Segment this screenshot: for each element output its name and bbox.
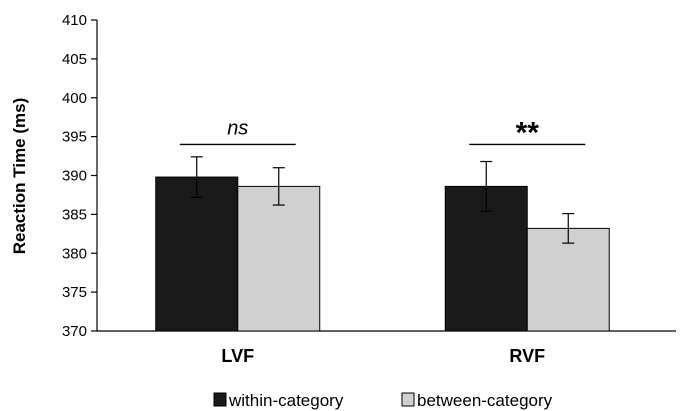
y-tick-label: 405 [62, 51, 87, 68]
y-tick-label: 385 [62, 206, 87, 223]
significance-label: ns [227, 117, 248, 139]
y-tick-label: 375 [62, 284, 87, 301]
plot-area: 370 375 380 385 390 395 400 405 410 LVF RVF ns ** [62, 12, 676, 366]
bar-RVF-between-category [526, 227, 610, 332]
bar-LVF-between-category [237, 185, 321, 332]
y-tick-label: 380 [62, 245, 87, 262]
legend: within-category between-category [213, 391, 553, 410]
legend-swatch [213, 392, 227, 407]
y-tick-label: 390 [62, 168, 87, 185]
significance-label: ** [516, 116, 540, 149]
legend-label: between-category [417, 391, 553, 410]
legend-label: within-category [228, 391, 344, 410]
y-tick-label: 410 [62, 12, 87, 29]
x-tick-label: LVF [221, 346, 254, 366]
y-axis-label: Reaction Time (ms) [10, 98, 29, 255]
y-tick-label: 395 [62, 129, 87, 146]
bar-LVF-within-category [155, 176, 239, 332]
y-tick-label: 370 [62, 323, 87, 340]
legend-swatch [401, 392, 415, 407]
x-tick-label: RVF [509, 346, 545, 366]
y-tick-label: 400 [62, 90, 87, 107]
